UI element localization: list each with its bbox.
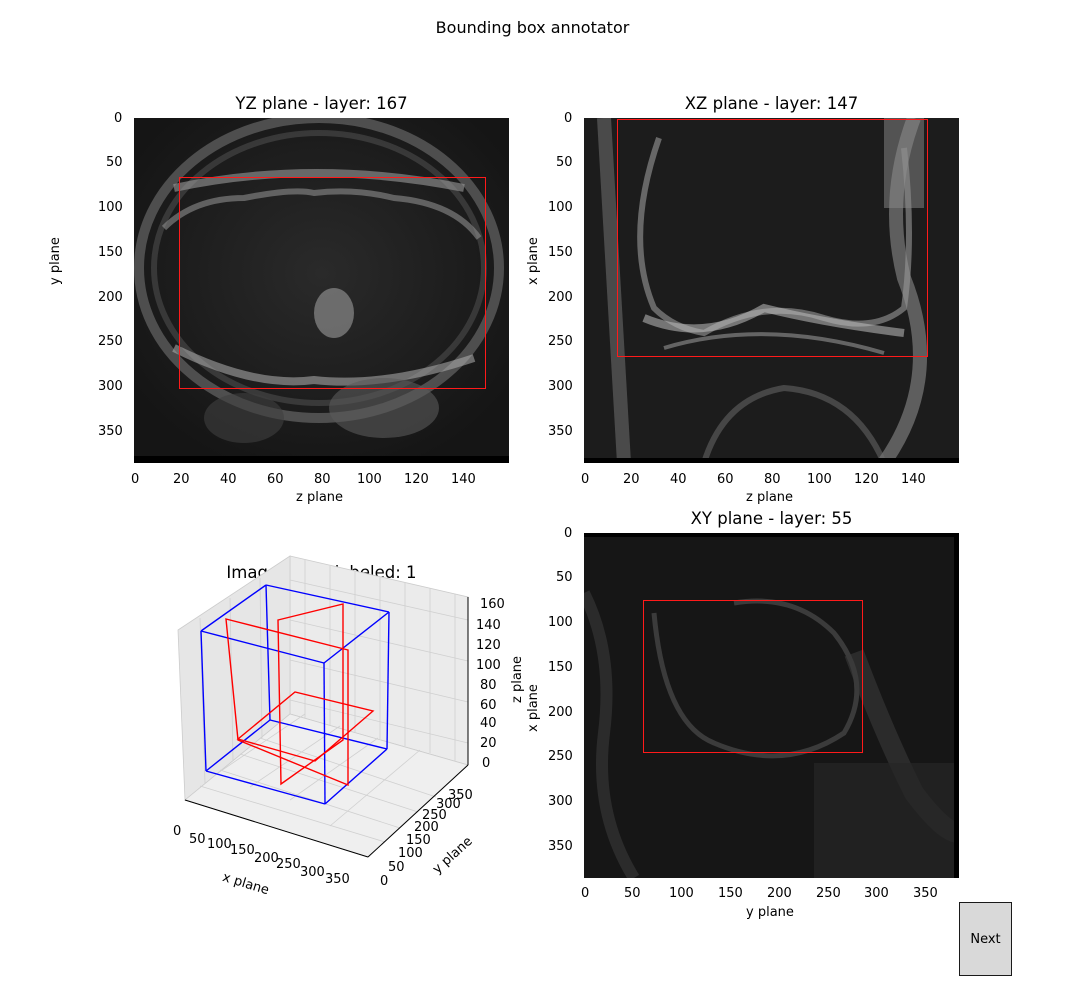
view3d-xtick: 250 <box>276 857 301 872</box>
xz-bounding-box[interactable] <box>617 119 928 357</box>
view3d-xtick: 200 <box>254 851 279 866</box>
xy-xtick: 150 <box>718 886 743 901</box>
view3d-xtick: 0 <box>173 824 182 839</box>
xy-ytick: 300 <box>548 794 573 809</box>
view3d-ytick: 50 <box>388 860 405 875</box>
knee-mri-axial-icon <box>134 118 509 463</box>
xz-xtick: 100 <box>807 472 832 487</box>
yz-xtick: 20 <box>173 472 190 487</box>
yz-ytick: 350 <box>98 424 123 439</box>
view3d-ytick: 350 <box>448 788 473 803</box>
xy-xtick: 250 <box>816 886 841 901</box>
yz-slice-image[interactable] <box>134 118 509 463</box>
knee-mri-coronal-icon <box>584 118 959 463</box>
view3d-ytick: 200 <box>414 820 439 835</box>
view3d-xtick: 300 <box>300 865 325 880</box>
view3d-ztick: 100 <box>476 658 501 673</box>
yz-xtick: 0 <box>131 472 140 487</box>
xz-ytick: 250 <box>548 334 573 349</box>
xy-ytick: 0 <box>564 526 573 541</box>
xz-ytick: 100 <box>548 200 573 215</box>
view3d-axes[interactable] <box>170 552 510 872</box>
yz-ytick: 200 <box>98 290 123 305</box>
view3d-ytick: 150 <box>406 833 431 848</box>
view3d-ztick: 160 <box>480 597 505 612</box>
knee-mri-sagittal-icon <box>584 533 959 878</box>
yz-ytick: 100 <box>98 200 123 215</box>
xz-xtick: 60 <box>717 472 734 487</box>
xz-ytick: 150 <box>548 245 573 260</box>
xy-panel-title: XY plane - layer: 55 <box>690 509 853 528</box>
yz-ytick: 150 <box>98 245 123 260</box>
view3d-ztick: 0 <box>482 756 491 771</box>
next-button[interactable]: Next <box>959 902 1012 976</box>
view3d-ztick: 60 <box>480 698 497 713</box>
xz-ytick: 300 <box>548 379 573 394</box>
yz-xlabel: z plane <box>296 490 344 505</box>
view3d-ytick: 300 <box>436 797 461 812</box>
xz-ylabel: x plane <box>526 237 541 285</box>
xy-ytick: 50 <box>556 570 573 585</box>
view3d-xtick: 350 <box>325 872 350 887</box>
xy-xtick: 350 <box>913 886 938 901</box>
yz-ylabel: y plane <box>48 237 63 285</box>
view3d-ztick: 80 <box>480 678 497 693</box>
xy-xtick: 0 <box>581 886 590 901</box>
view3d-xtick: 50 <box>189 832 206 847</box>
xz-panel-title: XZ plane - layer: 147 <box>684 94 859 113</box>
xz-xtick: 0 <box>581 472 590 487</box>
xz-xlabel: z plane <box>746 490 794 505</box>
xz-xtick: 140 <box>901 472 926 487</box>
xy-ytick: 350 <box>548 839 573 854</box>
xy-slice-image[interactable] <box>584 533 959 878</box>
yz-xtick: 120 <box>404 472 429 487</box>
view3d-xlabel: x plane <box>220 870 271 899</box>
xz-xtick: 40 <box>670 472 687 487</box>
yz-ytick: 250 <box>98 334 123 349</box>
xz-ytick: 50 <box>556 155 573 170</box>
3d-bounding-box <box>200 584 390 805</box>
yz-ytick: 0 <box>114 111 123 126</box>
view3d-ztick: 40 <box>480 716 497 731</box>
xz-slice-image[interactable] <box>584 118 959 463</box>
view3d-ztick: 140 <box>476 618 501 633</box>
view3d-xtick: 150 <box>230 843 255 858</box>
xz-ytick: 350 <box>548 424 573 439</box>
yz-xtick: 40 <box>220 472 237 487</box>
yz-xtick: 140 <box>451 472 476 487</box>
xy-ylabel: x plane <box>526 684 541 732</box>
yz-panel-title: YZ plane - layer: 167 <box>235 94 408 113</box>
xz-xtick: 20 <box>623 472 640 487</box>
yz-xtick: 60 <box>267 472 284 487</box>
xz-ytick: 200 <box>548 290 573 305</box>
figure-title: Bounding box annotator <box>435 18 630 37</box>
view3d-ytick: 250 <box>422 808 447 823</box>
yz-xtick: 80 <box>314 472 331 487</box>
xy-xtick: 300 <box>864 886 889 901</box>
xy-bounding-box[interactable] <box>643 600 863 753</box>
xy-ytick: 250 <box>548 749 573 764</box>
xy-ytick: 100 <box>548 615 573 630</box>
view3d-zlabel: z plane <box>510 655 525 703</box>
xy-xtick: 50 <box>624 886 641 901</box>
xy-xlabel: y plane <box>746 905 794 920</box>
xz-ytick: 0 <box>564 111 573 126</box>
xz-xtick: 120 <box>854 472 879 487</box>
view3d-ytick: 100 <box>398 846 423 861</box>
xy-xtick: 200 <box>767 886 792 901</box>
xy-ytick: 200 <box>548 705 573 720</box>
3d-slice-planes <box>225 603 375 787</box>
xz-xtick: 80 <box>764 472 781 487</box>
view3d-ztick: 120 <box>476 638 501 653</box>
xy-xtick: 100 <box>669 886 694 901</box>
view3d-ytick: 0 <box>380 874 389 889</box>
view3d-xtick: 100 <box>207 837 232 852</box>
xy-ytick: 150 <box>548 660 573 675</box>
yz-ytick: 300 <box>98 379 123 394</box>
yz-ytick: 50 <box>106 155 123 170</box>
yz-bounding-box[interactable] <box>179 177 486 389</box>
view3d-ztick: 20 <box>480 736 497 751</box>
yz-xtick: 100 <box>357 472 382 487</box>
